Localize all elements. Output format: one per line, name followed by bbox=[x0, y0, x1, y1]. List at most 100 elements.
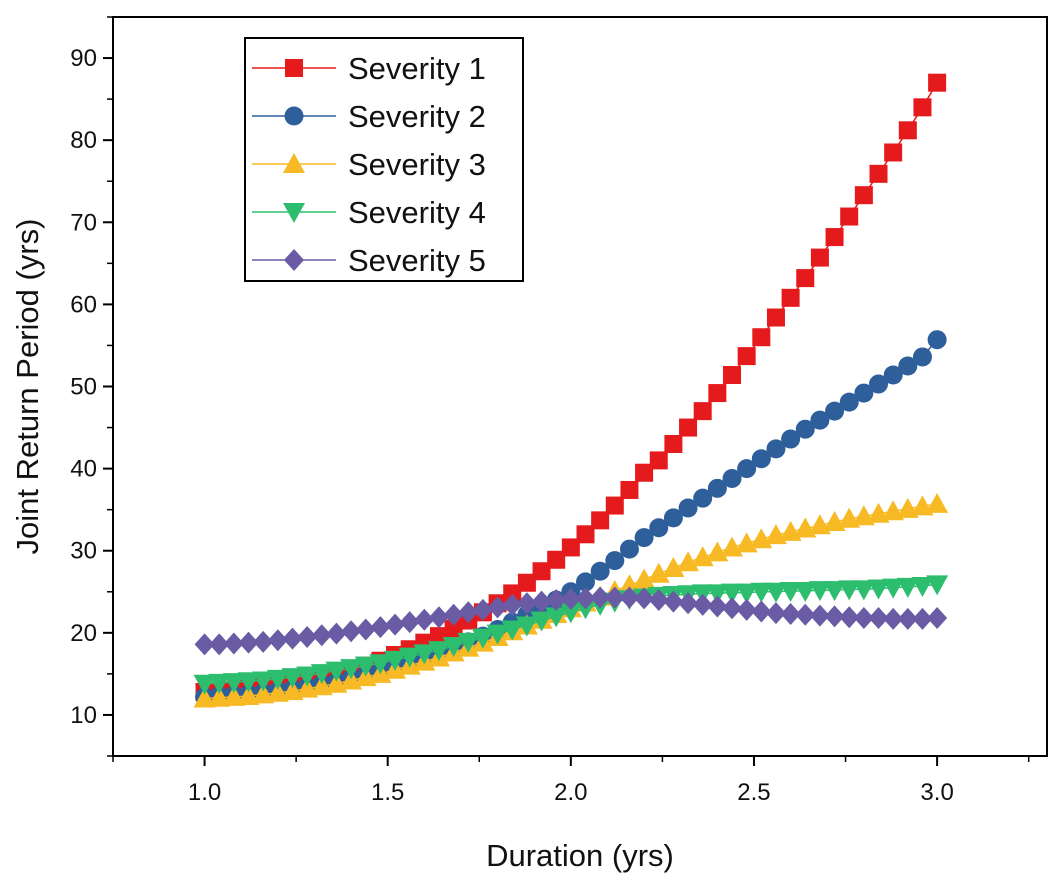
series-5-point bbox=[385, 613, 406, 636]
series-3-point bbox=[647, 562, 670, 583]
series-5-point bbox=[868, 607, 889, 630]
series-5-point bbox=[824, 605, 845, 628]
series-5-point bbox=[399, 611, 420, 634]
series-5-point bbox=[707, 595, 728, 618]
series-1-point bbox=[679, 418, 698, 437]
series-5-point bbox=[326, 622, 347, 645]
series-2-point bbox=[927, 330, 947, 350]
series-4-point bbox=[442, 636, 465, 657]
series-1-point bbox=[840, 207, 859, 226]
series-5-point bbox=[736, 598, 757, 621]
series-3-point bbox=[633, 568, 656, 589]
series-1-point bbox=[429, 627, 448, 646]
series-5-point bbox=[194, 633, 215, 656]
series-4-point bbox=[823, 581, 846, 602]
series-2-point bbox=[839, 392, 859, 412]
series-3-point bbox=[208, 686, 231, 707]
series-1-point bbox=[854, 186, 873, 205]
x-tick-label: 1.5 bbox=[371, 779, 404, 806]
series-4-point bbox=[369, 654, 392, 675]
x-tick-label: 2.0 bbox=[554, 779, 587, 806]
series-4-point bbox=[721, 583, 744, 604]
series-1-point bbox=[664, 434, 683, 453]
series-1-point bbox=[591, 511, 610, 530]
series-2-point bbox=[810, 410, 830, 430]
series-layer bbox=[193, 73, 949, 708]
series-4-point bbox=[911, 577, 934, 598]
series-5-point bbox=[209, 633, 230, 656]
y-tick-label: 60 bbox=[70, 291, 97, 318]
series-4-point bbox=[764, 582, 787, 603]
series-5-point bbox=[795, 603, 816, 626]
series-2-point bbox=[619, 539, 639, 559]
x-axis: 1.0 1.5 2.0 2.5 3.0 bbox=[112, 756, 1030, 806]
x-tick-label: 3.0 bbox=[920, 779, 953, 806]
series-3-point bbox=[926, 492, 949, 513]
x-tick-label: 2.5 bbox=[737, 779, 770, 806]
series-2-point bbox=[898, 356, 918, 376]
y-tick-label: 30 bbox=[70, 538, 97, 565]
series-3-point bbox=[662, 556, 685, 577]
series-5-point bbox=[502, 593, 523, 616]
series-4-point bbox=[252, 671, 275, 692]
series-5-point bbox=[575, 587, 596, 610]
series-2-point bbox=[590, 561, 610, 581]
series-1-point bbox=[693, 402, 712, 421]
series-5-point bbox=[282, 627, 303, 650]
series-5-point bbox=[927, 607, 948, 630]
series-1-point bbox=[737, 347, 756, 366]
series-5-point bbox=[516, 592, 537, 615]
series-5-point bbox=[839, 606, 860, 629]
series-2-point bbox=[825, 401, 845, 421]
legend-label: Severity 3 bbox=[348, 147, 486, 182]
series-5-point bbox=[443, 603, 464, 626]
series-2-point bbox=[707, 478, 727, 498]
series-2-point bbox=[693, 488, 713, 508]
series-4-point bbox=[237, 672, 260, 693]
series-5-point bbox=[355, 618, 376, 641]
legend-marker bbox=[283, 203, 305, 223]
series-1-point bbox=[561, 538, 580, 557]
series-5-point bbox=[912, 607, 933, 630]
series-4-point bbox=[706, 584, 729, 605]
series-1-point bbox=[649, 451, 668, 470]
series-2-point bbox=[883, 365, 903, 385]
series-1-point bbox=[503, 584, 522, 603]
series-4-point bbox=[530, 611, 553, 632]
series-5-point bbox=[560, 588, 581, 611]
series-5-point bbox=[692, 593, 713, 616]
series-5-point bbox=[472, 598, 493, 621]
legend-label: Severity 1 bbox=[348, 51, 486, 86]
legend-marker bbox=[284, 106, 304, 126]
series-5-point bbox=[590, 586, 611, 609]
series-4-point bbox=[926, 575, 949, 596]
series-4-point bbox=[852, 580, 875, 601]
series-1-point bbox=[576, 525, 595, 544]
series-2-point bbox=[766, 439, 786, 459]
series-4-point bbox=[325, 661, 348, 682]
series-5-point bbox=[883, 607, 904, 630]
series-4-point bbox=[808, 581, 831, 602]
series-1-point bbox=[766, 308, 785, 327]
series-2-point bbox=[649, 518, 669, 538]
series-4-point bbox=[471, 628, 494, 649]
y-axis: 10 20 30 40 50 60 70 80 90 bbox=[70, 16, 113, 757]
series-2-point bbox=[751, 449, 771, 469]
series-5-point bbox=[341, 620, 362, 643]
series-4-point bbox=[486, 624, 509, 645]
y-axis-label: Joint Return Period (yrs) bbox=[10, 219, 45, 555]
series-5-point bbox=[223, 632, 244, 655]
y-tick-label: 70 bbox=[70, 209, 97, 236]
series-3-point bbox=[222, 685, 245, 706]
series-5-point bbox=[853, 607, 874, 630]
series-1-point bbox=[825, 228, 844, 247]
y-tick-label: 20 bbox=[70, 620, 97, 647]
series-2-point bbox=[781, 429, 801, 449]
series-2-point bbox=[634, 528, 654, 548]
series-2-point bbox=[722, 468, 742, 488]
series-4-point bbox=[384, 650, 407, 671]
series-5-point bbox=[253, 630, 274, 653]
series-5-point bbox=[604, 586, 625, 609]
